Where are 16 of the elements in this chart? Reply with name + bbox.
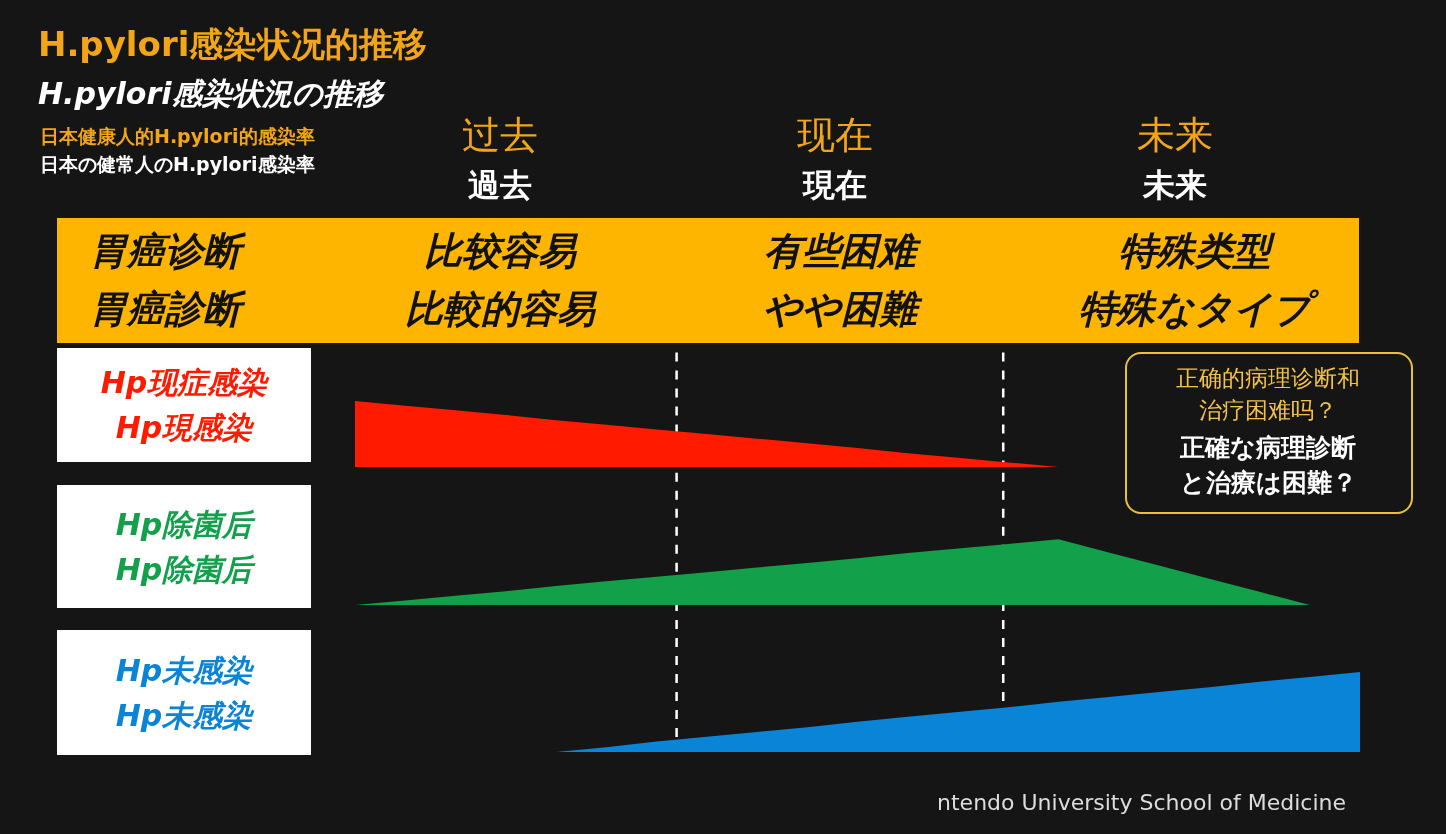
text: 未来 xyxy=(1137,112,1213,159)
text: 過去 xyxy=(468,165,532,206)
annotation: 正确的病理诊断和治疗困难吗？ xyxy=(1175,364,1361,426)
chart-title: H.pylori感染状况的推移 xyxy=(38,23,428,66)
text: 現在 xyxy=(803,165,867,206)
text: 比較的容易 xyxy=(405,286,595,333)
text: 现在 xyxy=(797,112,873,159)
text: 比较容易 xyxy=(424,228,576,275)
text: 日本の健常人のH.pylori感染率 xyxy=(40,152,315,177)
text: 未来 xyxy=(1143,165,1207,206)
text: Hp未感染 Hp未感染 xyxy=(115,651,253,735)
text: ntendo University School of Medicine xyxy=(937,790,1346,815)
annotation: 正確な病理診断と治療は困難？ xyxy=(1178,432,1358,499)
text: 日本健康人的H.pylori的感染率 xyxy=(40,124,315,149)
text: Hp现症感染 Hp現感染 xyxy=(100,364,268,447)
text: 过去 xyxy=(462,112,538,159)
